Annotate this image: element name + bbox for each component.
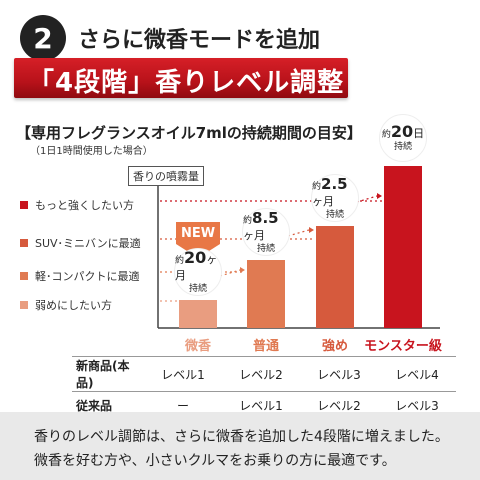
chart-note: （1日1時間使用した場合） (30, 146, 153, 157)
footer-line-1: 香りのレベル調節は、さらに微香を追加した4段階に増えました。 (34, 429, 449, 445)
step-title: さらに微香モードを追加 (78, 28, 321, 53)
chart-title: 【専用フレグランスオイル7mlの持続期間の目安】 (16, 124, 362, 142)
duration-label: 約20日 持続 (379, 114, 427, 162)
progress-arrow (356, 195, 378, 203)
title-banner (14, 58, 348, 98)
chart-bar (316, 226, 354, 328)
legend-swatch (20, 201, 28, 209)
duration-label: 約8.5ヶ月 持続 (242, 208, 290, 256)
table-row: 新商品(本品) レベル1 レベル2 レベル3 レベル4 (72, 356, 456, 392)
legend-item: 軽･コンパクトに最適 (20, 268, 140, 284)
legend-item: 弱めにしたい方 (20, 297, 112, 313)
step-number-badge: 2 (20, 15, 66, 61)
progress-arrow (287, 229, 310, 237)
legend-label: SUV･ミニバンに最適 (35, 237, 141, 250)
table-cell: レベル1 (144, 356, 222, 392)
duration-label: 約20ヶ月 持続 (174, 248, 222, 296)
progress-arrow (219, 269, 241, 277)
banner-title: 「4段階」香りレベル調整 (28, 68, 345, 98)
chart-bar (384, 166, 422, 328)
chart-bar (247, 260, 285, 328)
legend-swatch (20, 239, 28, 247)
category-label: 普通 (252, 339, 279, 354)
level-comparison-table: 新商品(本品) レベル1 レベル2 レベル3 レベル4 従来品 ー レベル1 レ… (72, 356, 456, 419)
arrow-head (309, 227, 314, 233)
category-label: モンスター級 (364, 339, 442, 354)
legend-swatch (20, 272, 28, 280)
footer-line-2: 微香を好む方や、小さいクルマをお乗りの方に最適です。 (34, 453, 396, 469)
category-label: 強め (321, 339, 348, 354)
row-header: 新商品(本品) (72, 356, 144, 392)
chart-bar (179, 300, 217, 328)
table-cell: レベル4 (378, 356, 456, 392)
category-label: 微香 (184, 339, 211, 354)
legend-label: 弱めにしたい方 (35, 299, 112, 312)
footer-panel (0, 412, 480, 480)
legend-label: もっと強くしたい方 (35, 199, 134, 212)
duration-label: 約2.5ヶ月 持続 (311, 174, 359, 222)
legend-item: もっと強くしたい方 (20, 197, 134, 213)
table-cell: レベル2 (222, 356, 300, 392)
legend-label: 軽･コンパクトに最適 (35, 270, 140, 283)
arrow-head (377, 193, 382, 199)
table-cell: レベル3 (300, 356, 378, 392)
legend-swatch (20, 301, 28, 309)
new-badge: NEW (176, 222, 220, 244)
legend-item: SUV･ミニバンに最適 (20, 235, 141, 251)
y-axis-label: 香りの噴霧量 (128, 166, 204, 186)
